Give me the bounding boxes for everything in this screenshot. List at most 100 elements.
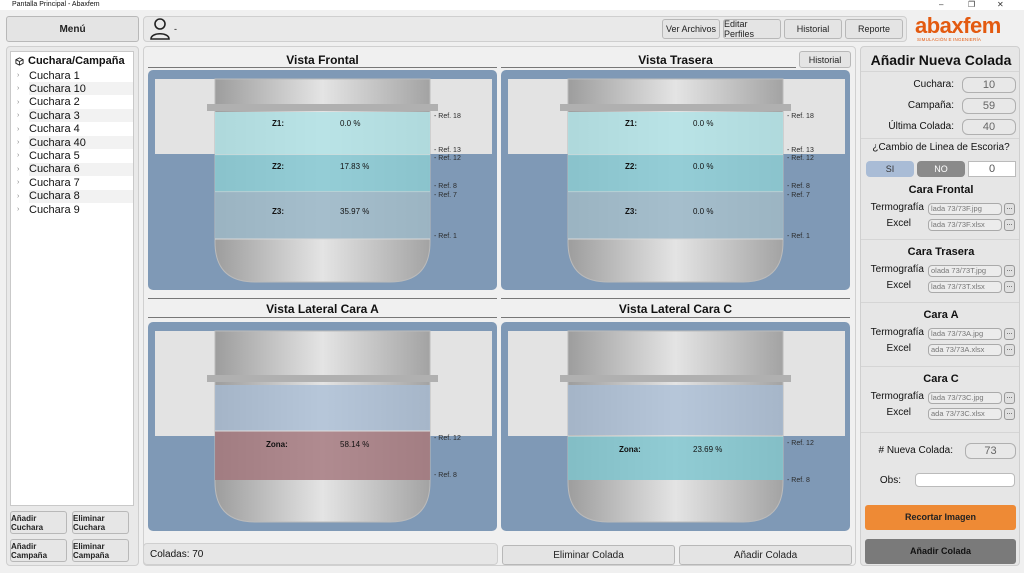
browse-termografia-button[interactable]: ... — [1004, 392, 1015, 404]
zone-value: 0.0 % — [693, 207, 713, 216]
excel-path-input[interactable]: ada 73/73A.xlsx — [928, 344, 1002, 356]
menu-button[interactable]: Menú — [6, 16, 139, 42]
divider — [861, 366, 1019, 367]
excel-path-input[interactable]: lada 73/73T.xlsx — [928, 281, 1002, 293]
add-campana-button[interactable]: Añadir Campaña — [10, 539, 67, 562]
upper-band — [568, 385, 783, 435]
vista-lateral-c-title: Vista Lateral Cara C — [618, 302, 733, 316]
ref-label: - Ref. 1 — [787, 233, 810, 240]
browse-excel-button[interactable]: ... — [1004, 408, 1015, 420]
ref-label: - Ref. 7 — [434, 192, 457, 199]
historial-button[interactable]: Historial — [784, 19, 842, 39]
excel-path-input[interactable]: ada 73/73C.xlsx — [928, 408, 1002, 420]
tree-item[interactable]: › Cuchara 10 — [17, 82, 133, 96]
excel-label: Excel — [886, 218, 911, 229]
chevron-right-icon[interactable]: › — [17, 72, 20, 79]
si-toggle[interactable]: SI — [866, 161, 914, 177]
tree-item[interactable]: › Cuchara 2 — [17, 96, 133, 109]
minimize-icon[interactable]: – — [939, 0, 944, 9]
termografia-path-input[interactable]: lada 73/73C.jpg — [928, 392, 1002, 404]
tree-item[interactable]: › Cuchara 7 — [17, 176, 133, 189]
browse-excel-button[interactable]: ... — [1004, 219, 1015, 231]
chevron-right-icon[interactable]: › — [17, 125, 20, 133]
add-cuchara-button[interactable]: Añadir Cuchara — [10, 511, 67, 534]
ref-label: - Ref. 18 — [787, 113, 814, 120]
ref-label: - Ref. 12 — [434, 155, 461, 162]
browse-termografia-button[interactable]: ... — [1004, 203, 1015, 215]
termografia-path-input[interactable]: olada 73/73T.jpg — [928, 265, 1002, 277]
historial-view-button[interactable]: Historial — [799, 51, 851, 68]
no-toggle[interactable]: NO — [917, 161, 965, 177]
chevron-right-icon[interactable]: › — [17, 85, 20, 93]
tree-item-label: Cuchara 9 — [29, 203, 80, 216]
window-titlebar: Pantalla Principal - Abaxfem – ❐ ✕ — [0, 0, 1024, 10]
reporte-button[interactable]: Reporte — [845, 19, 903, 39]
chevron-right-icon[interactable]: › — [17, 206, 20, 213]
divider — [861, 302, 1019, 303]
campana-value: 59 — [962, 98, 1016, 114]
tree-item[interactable]: › Cuchara 4 — [17, 123, 133, 136]
logo-subtitle: SIMULACIÓN E INGENIERÍA — [917, 37, 982, 42]
termografia-path-input[interactable]: lada 73/73A.jpg — [928, 328, 1002, 340]
editar-perfiles-button[interactable]: Editar Perfiles — [723, 19, 781, 39]
vista-trasera-title: Vista Trasera — [638, 53, 713, 67]
chevron-right-icon[interactable]: › — [17, 152, 20, 160]
browse-termografia-button[interactable]: ... — [1004, 328, 1015, 340]
zone-band — [215, 155, 430, 192]
escoria-input[interactable]: 0 — [968, 161, 1016, 177]
divider — [148, 317, 497, 318]
tree-item[interactable]: › Cuchara 1 — [17, 69, 133, 82]
tree-item[interactable]: › Cuchara 9 — [17, 203, 133, 216]
close-icon[interactable]: ✕ — [997, 0, 1004, 9]
divider — [501, 67, 796, 68]
ladle-diagram: Z1: 0.0 % Z2: 17.83 % Z3: 35.97 % - Ref. 18 - R… — [155, 78, 492, 283]
cube-icon — [15, 56, 24, 66]
tree-item-label: Cuchara 2 — [29, 96, 80, 109]
chevron-right-icon[interactable]: › — [17, 112, 20, 120]
browse-excel-button[interactable]: ... — [1004, 344, 1015, 356]
tree-item[interactable]: › Cuchara 5 — [17, 149, 133, 162]
ref-label: - Ref. 8 — [787, 183, 810, 190]
divider — [148, 67, 497, 68]
tree-item-label: Cuchara 8 — [29, 190, 80, 203]
chevron-right-icon[interactable]: › — [17, 139, 20, 146]
user-icon[interactable] — [150, 18, 170, 40]
recortar-imagen-button[interactable]: Recortar Imagen — [865, 505, 1016, 530]
delete-cuchara-button[interactable]: Eliminar Cuchara — [72, 511, 129, 534]
ver-archivos-button[interactable]: Ver Archivos — [662, 19, 720, 39]
ultima-colada-label: Última Colada: — [888, 121, 954, 132]
maximize-icon[interactable]: ❐ — [968, 0, 976, 9]
delete-campana-button[interactable]: Eliminar Campaña — [72, 539, 129, 562]
tree-item[interactable]: › Cuchara 40 — [17, 136, 133, 149]
termografia-path-input[interactable]: lada 73/73F.jpg — [928, 203, 1002, 215]
ref-label: - Ref. 8 — [787, 477, 810, 484]
tree-item[interactable]: › Cuchara 6 — [17, 162, 133, 176]
tree-item[interactable]: › Cuchara 3 — [17, 109, 133, 123]
tree-root-label: Cuchara/Campaña — [28, 55, 125, 67]
tree-item[interactable]: › Cuchara 8 — [17, 189, 133, 203]
obs-input[interactable] — [915, 473, 1015, 487]
coladas-bar — [143, 543, 498, 565]
zone-label: Z1: — [625, 119, 637, 128]
nueva-colada-value: 73 — [965, 443, 1016, 459]
chevron-right-icon[interactable]: › — [17, 192, 20, 200]
cuchara-tree[interactable]: Cuchara/Campaña › Cuchara 1 › Cuchara 10 › Cu… — [10, 51, 134, 506]
chevron-right-icon[interactable]: › — [17, 98, 20, 106]
nueva-colada-label: # Nueva Colada: — [878, 445, 954, 456]
browse-excel-button[interactable]: ... — [1004, 281, 1015, 293]
anadir-colada-button[interactable]: Añadir Colada — [865, 539, 1016, 564]
browse-termografia-button[interactable]: ... — [1004, 265, 1015, 277]
excel-path-input[interactable]: lada 73/73F.xlsx — [928, 219, 1002, 231]
cuchara-label: Cuchara: — [913, 79, 954, 90]
eliminar-colada-button[interactable]: Eliminar Colada — [502, 545, 675, 565]
chevron-right-icon[interactable]: › — [17, 179, 20, 187]
vista-trasera-panel: Z1: 0.0 % Z2: 0.0 % Z3: 0.0 % - Ref. 18 - Ref. … — [501, 70, 850, 290]
tree-item-label: Cuchara 3 — [29, 109, 80, 122]
abaxfem-logo: abaxfem SIMULACIÓN E INGENIERÍA — [915, 14, 1015, 44]
termografia-label: Termografía — [870, 264, 924, 275]
tree-root[interactable]: Cuchara/Campaña — [15, 55, 125, 67]
anadir-colada-footer-button[interactable]: Añadir Colada — [679, 545, 852, 565]
chevron-right-icon[interactable]: › — [17, 165, 20, 173]
ref-label: - Ref. 8 — [434, 183, 457, 190]
zone-value: 0.0 % — [693, 119, 713, 128]
